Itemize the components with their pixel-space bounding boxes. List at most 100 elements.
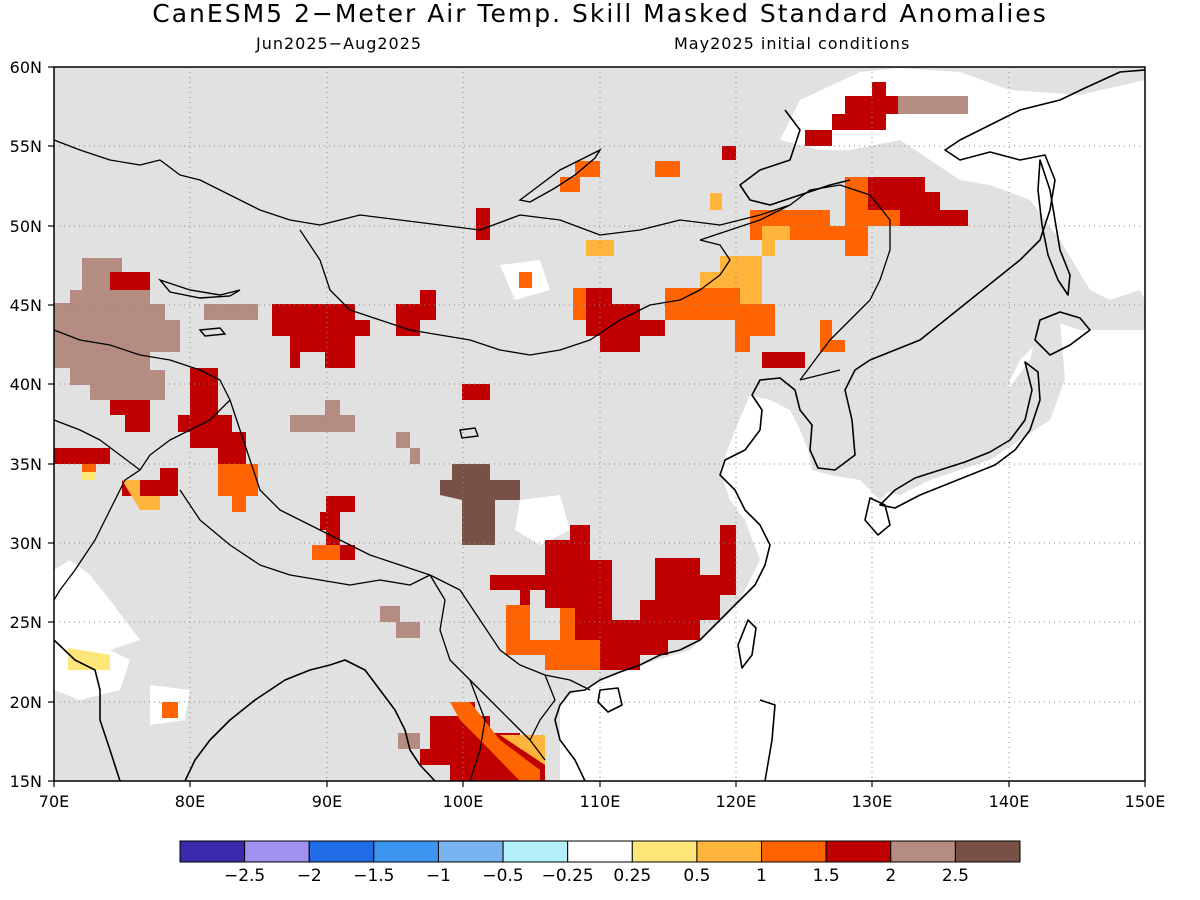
lat-label: 60N <box>10 58 42 77</box>
colorbar-swatch <box>502 840 569 863</box>
colorbar-swatch <box>631 840 698 863</box>
coast-arabian-sea <box>54 639 121 781</box>
anomaly-eastern-tibet <box>440 464 520 545</box>
anomaly-kyrgyzstan <box>110 272 150 290</box>
colorbar-swatch <box>761 840 827 863</box>
border-india-pakistan <box>54 479 126 601</box>
border-central-asia <box>54 329 231 481</box>
anomaly-tibet-south <box>320 496 355 560</box>
colorbar-label: 0.5 <box>683 866 710 886</box>
skill-gap-sichuan <box>515 495 570 545</box>
tick-marks <box>48 66 1146 787</box>
island-sakhalin <box>1037 159 1071 296</box>
colorbar-label: 2.5 <box>942 866 969 886</box>
anomaly-russia-coast <box>722 146 736 160</box>
forecast-period: Jun2025−Aug2025 <box>256 34 423 53</box>
lat-label: 20N <box>10 693 42 712</box>
island-hainan <box>597 687 623 713</box>
lon-label: 100E <box>443 792 484 811</box>
island-honshu <box>879 361 1041 509</box>
latitude-labels: 60N 55N 50N 45N 40N 35N 30N 25N 20N 15N <box>10 58 42 791</box>
lat-label: 40N <box>10 375 42 394</box>
country-borders <box>54 139 891 781</box>
anomaly-mongolia-1 <box>665 272 775 352</box>
anomaly-tarim-east <box>290 400 355 432</box>
colorbar-swatch <box>696 840 763 863</box>
anomaly-western-tarim-orange <box>218 464 258 512</box>
anomaly-pakistan-light <box>122 480 160 510</box>
border-thailand <box>469 679 486 781</box>
anomaly-caspian <box>54 448 110 464</box>
lon-label: 140E <box>989 792 1030 811</box>
border-china-west <box>229 399 431 576</box>
anomaly-mongolia-east <box>586 288 665 352</box>
anomaly-western-tarim <box>178 368 246 464</box>
lat-label: 55N <box>10 137 42 156</box>
lon-label: 130E <box>852 792 893 811</box>
colorbar-label: 1.5 <box>813 866 840 886</box>
anomaly-tajikistan <box>110 400 150 432</box>
anomaly-korea-north <box>762 352 805 368</box>
longitude-labels: 70E 80E 90E 100E 110E 120E 130E 140E 150… <box>39 792 1166 811</box>
lake-balkhash <box>157 278 241 299</box>
anomaly-south-china <box>490 525 736 670</box>
border-china-southeast-asia <box>429 574 591 691</box>
border-china-korea <box>799 369 841 381</box>
colorbar-label: −0.25 <box>542 866 594 886</box>
colorbar-swatch <box>825 840 892 863</box>
coast-east-asia <box>554 69 1145 781</box>
anomaly-sakha-1 <box>655 161 680 177</box>
colorbar-label: −1.5 <box>353 866 394 886</box>
anomaly-guangxi <box>506 605 600 670</box>
border-mongolia-china <box>299 229 731 356</box>
anomaly-mongolia-north <box>476 208 490 240</box>
anomaly-gansu <box>462 384 490 400</box>
colorbar <box>179 840 1021 863</box>
initial-conditions: May2025 initial conditions <box>674 34 911 53</box>
anomaly-kazakhstan <box>54 258 180 415</box>
colorbar-swatch <box>567 840 633 863</box>
lat-label: 15N <box>10 772 42 791</box>
border-afghanistan <box>54 419 141 471</box>
colorbar-label: −2.5 <box>224 866 265 886</box>
colorbar-swatch <box>308 840 375 863</box>
colorbar-label: −1 <box>426 866 451 886</box>
skill-gap-pakistan <box>54 560 140 660</box>
anomaly-heilongjiang <box>750 210 868 256</box>
island-kyushu <box>864 497 891 536</box>
anomaly-caspian-yellow <box>82 472 96 480</box>
colorbar-swatch <box>890 840 956 863</box>
anomaly-inner-mongolia-dot <box>519 272 532 288</box>
colorbar-swatch <box>179 840 246 863</box>
islands <box>597 159 1091 781</box>
lon-label: 110E <box>580 792 621 811</box>
lon-label: 150E <box>1125 792 1166 811</box>
island-luzon <box>759 699 776 781</box>
colorbar-label: −0.5 <box>482 866 523 886</box>
border-china-russia-ne <box>699 184 891 381</box>
coastlines <box>54 69 1145 781</box>
anomaly-sakha-light <box>710 193 722 210</box>
anomaly-amur-orange <box>845 177 900 240</box>
lat-label: 45N <box>10 296 42 315</box>
anomaly-western-india <box>68 648 110 670</box>
coast-russia-north <box>739 109 851 206</box>
lake-issyk-kul <box>198 327 227 337</box>
anomaly-dzungaria <box>272 304 370 368</box>
colorbar-swatch <box>954 840 1021 863</box>
colorbar-labels: −2.5 −2 −1.5 −1 −0.5 −0.25 0.25 0.5 1 1.5 2 2.5 <box>224 866 969 886</box>
colorbar-label: 1 <box>756 866 767 886</box>
colorbar-label: 0.25 <box>613 866 651 886</box>
border-russia-mongolia <box>319 204 791 236</box>
lat-label: 35N <box>10 455 42 474</box>
lon-label: 80E <box>175 792 205 811</box>
colorbar-swatch <box>373 840 439 863</box>
anomaly-sakha-2 <box>560 161 600 192</box>
anomaly-amur <box>868 177 968 226</box>
lon-label: 120E <box>716 792 757 811</box>
lat-label: 50N <box>10 217 42 236</box>
lon-label: 70E <box>39 792 69 811</box>
border-russia-kazakhstan <box>54 139 321 226</box>
lake-baikal <box>518 148 602 203</box>
